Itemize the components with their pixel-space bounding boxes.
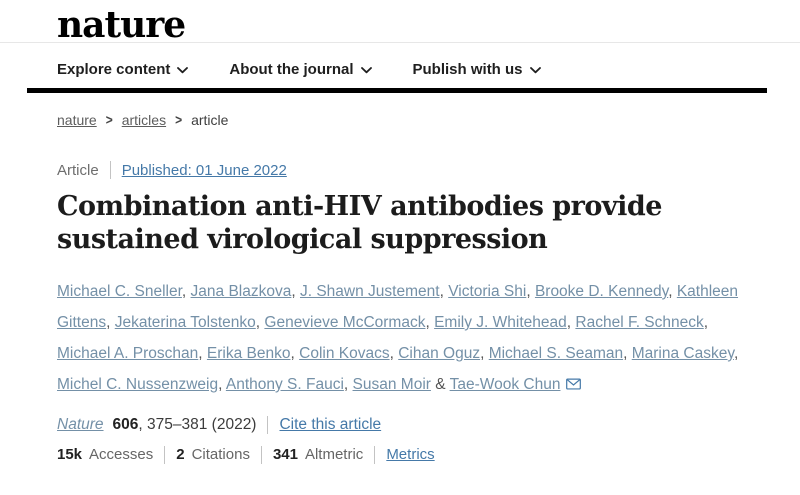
author-separator: ,: [668, 283, 677, 300]
author-separator: ,: [290, 345, 300, 362]
author-link-marina-caskey[interactable]: Marina Caskey: [631, 345, 734, 362]
author-link-michel-c-nussenzweig[interactable]: Michel C. Nussenzweig: [57, 376, 219, 393]
breadcrumb-link-nature[interactable]: nature: [57, 112, 97, 128]
author-link-j-shawn-justement[interactable]: J. Shawn Justement: [299, 283, 440, 300]
chevron-down-icon: [177, 66, 189, 73]
author-separator: ,: [733, 345, 739, 362]
nav-item-publish-with-us[interactable]: Publish with us: [413, 61, 541, 78]
metric-value: 341: [272, 446, 298, 463]
divider: [267, 415, 269, 434]
author-link-jana-blazkova[interactable]: Jana Blazkova: [190, 283, 292, 300]
nature-logo[interactable]: nature: [57, 4, 186, 46]
author-link-michael-s-seaman[interactable]: Michael S. Seaman: [488, 345, 624, 362]
author-separator: ,: [106, 314, 115, 331]
article-header: nature > articles > article Article Publishe…: [0, 112, 800, 464]
chevron-down-icon: [529, 66, 541, 73]
cite-this-article-link[interactable]: Cite this article: [279, 415, 382, 433]
journal-link[interactable]: Nature: [57, 415, 104, 433]
nav-item-about-the-journal[interactable]: About the journal: [229, 60, 372, 78]
author-separator: ,: [389, 345, 399, 362]
citation-row: Nature 606 , 375–381 (2022) Cite this ar…: [57, 415, 800, 434]
nav-item-explore-content[interactable]: Explore content: [57, 60, 189, 78]
breadcrumb-link-articles[interactable]: articles: [121, 112, 167, 128]
page-title: Combination anti-HIV antibodies provide …: [57, 191, 662, 255]
divider: [260, 445, 262, 464]
author-separator: ,: [198, 345, 207, 362]
author-link-anthony-s-fauci[interactable]: Anthony S. Fauci: [225, 376, 344, 393]
journal-pages: , 375–381 (2022): [138, 415, 257, 433]
author-link-michael-a-proschan[interactable]: Michael A. Proschan: [57, 345, 199, 362]
author-link-emily-j-whitehead[interactable]: Emily J. Whitehead: [434, 314, 567, 331]
author-separator: ,: [181, 283, 191, 300]
header: nature: [0, 0, 800, 46]
main-nav: Explore content About the journal Publish …: [0, 43, 800, 79]
author-separator: &: [430, 376, 450, 393]
author-link-kathleen-gittens[interactable]: Kathleen Gittens: [57, 283, 739, 331]
metrics-row: 15k Accesses 2 Citations 341 Altmetric Metrics: [57, 445, 800, 464]
author-separator: ,: [566, 314, 576, 331]
breadcrumb-separator: >: [175, 111, 183, 129]
author-link-colin-kovacs[interactable]: Colin Kovacs: [299, 345, 390, 362]
breadcrumb-current: article: [191, 112, 229, 128]
author-link-rachel-f-schneck[interactable]: Rachel F. Schneck: [575, 314, 704, 331]
divider: [164, 445, 166, 464]
author-separator: ,: [343, 376, 353, 393]
author-separator: ,: [480, 345, 489, 362]
metric-accesses: 15k Accesses: [57, 446, 153, 463]
author-link-victoria-shi[interactable]: Victoria Shi: [448, 283, 527, 300]
metrics-link[interactable]: Metrics: [386, 446, 435, 463]
author-separator: ,: [291, 283, 300, 300]
author-link-tae-wook-chun[interactable]: Tae-Wook Chun: [449, 376, 561, 393]
header-rule: [27, 88, 767, 93]
author-separator: ,: [218, 376, 226, 393]
article-type-label: Article: [57, 161, 99, 179]
author-separator: ,: [623, 345, 632, 362]
author-link-brooke-d-kennedy[interactable]: Brooke D. Kennedy: [534, 283, 669, 300]
nav-item-label: About the journal: [229, 60, 354, 78]
author-link-erika-benko[interactable]: Erika Benko: [206, 345, 291, 362]
metric-value: 2: [176, 446, 185, 463]
author-separator: ,: [439, 283, 449, 300]
article-meta-row: Article Published: 01 June 2022: [57, 161, 800, 179]
metric-altmetric: 341 Altmetric: [273, 446, 363, 463]
author-separator: ,: [703, 314, 709, 331]
author-link-genevieve-mccormack[interactable]: Genevieve McCormack: [264, 314, 426, 331]
author-link-cihan-oguz[interactable]: Cihan Oguz: [398, 345, 481, 362]
nav-item-label: Explore content: [57, 60, 171, 78]
metric-label: Citations: [191, 446, 250, 463]
author-link-michael-c-sneller[interactable]: Michael C. Sneller: [57, 283, 182, 300]
author-separator: ,: [526, 283, 535, 300]
author-link-susan-moir[interactable]: Susan Moir: [352, 376, 431, 393]
author-separator: ,: [255, 314, 265, 331]
metric-label: Altmetric: [304, 446, 364, 463]
author-link-jekaterina-tolstenko[interactable]: Jekaterina Tolstenko: [114, 314, 256, 331]
chevron-down-icon: [360, 66, 372, 73]
divider: [374, 445, 376, 464]
published-date-link[interactable]: Published: 01 June 2022: [121, 161, 287, 179]
metric-label: Accesses: [89, 446, 154, 463]
breadcrumb: nature > articles > article: [57, 112, 800, 128]
divider: [109, 161, 111, 179]
nav-item-label: Publish with us: [412, 60, 523, 78]
author-list: Michael C. Sneller, Jana Blazkova, J. Sh…: [57, 276, 754, 400]
metric-value: 15k: [57, 446, 83, 463]
metric-citations: 2 Citations: [176, 446, 250, 463]
envelope-icon[interactable]: [566, 378, 582, 390]
breadcrumb-separator: >: [105, 111, 113, 129]
author-separator: ,: [425, 314, 435, 331]
journal-volume: 606: [112, 415, 139, 433]
